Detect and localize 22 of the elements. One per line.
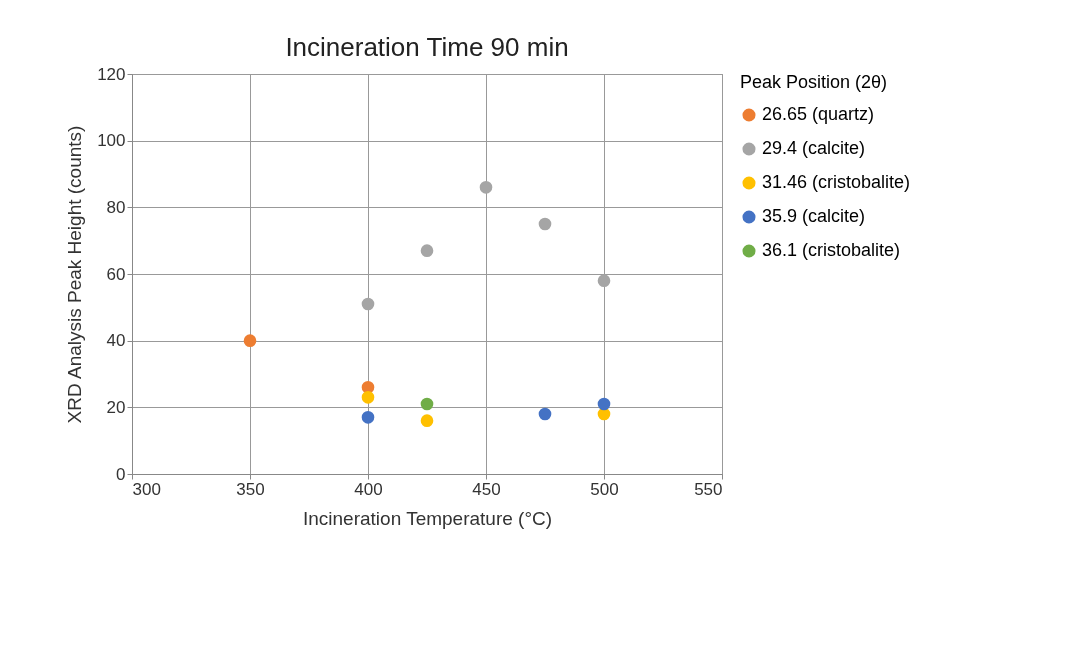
- legend-label: 26.65 (quartz): [762, 104, 875, 124]
- x-tick-label: 550: [694, 479, 723, 499]
- legend-title: Peak Position (2θ): [740, 72, 888, 92]
- x-tick-label: 400: [354, 479, 383, 499]
- y-tick-label: 20: [106, 397, 126, 417]
- chart-title: Incineration Time 90 min: [285, 32, 569, 62]
- x-tick-label: 350: [236, 479, 265, 499]
- y-tick-label: 0: [116, 464, 126, 484]
- x-tick-label: 500: [590, 479, 619, 499]
- y-tick-label: 80: [106, 197, 126, 217]
- x-tick-label: 450: [472, 479, 501, 499]
- y-axis-title: XRD Analysis Peak Height (counts): [64, 125, 86, 424]
- legend-label: 29.4 (calcite): [762, 138, 866, 158]
- y-tick-label: 120: [97, 64, 126, 84]
- x-axis-title: Incineration Temperature (°C): [302, 507, 553, 529]
- y-tick-label: 100: [97, 131, 126, 151]
- y-tick-label: 40: [106, 331, 126, 351]
- x-tick-label: 300: [132, 479, 161, 499]
- y-tick-label: 60: [106, 264, 126, 284]
- legend-label: 31.46 (cristobalite): [762, 172, 911, 192]
- legend-label: 35.9 (calcite): [762, 206, 866, 226]
- legend-label: 36.1 (cristobalite): [762, 240, 901, 260]
